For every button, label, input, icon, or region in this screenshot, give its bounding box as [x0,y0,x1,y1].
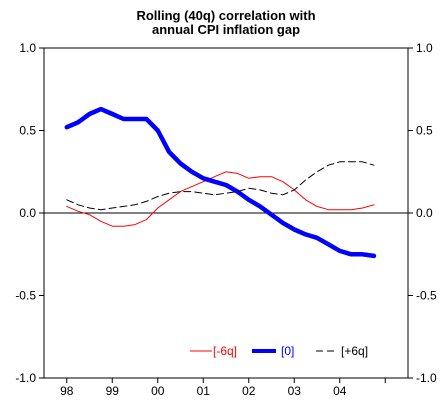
y-tick-label-left: -1.0 [15,371,36,385]
y-tick-label-right: -0.5 [416,289,437,303]
legend: [-6q] [0] [+6q] [190,344,368,358]
y-tick-label-left: 1.0 [19,41,36,55]
x-tick-label: 98 [60,384,74,398]
x-tick-label: 02 [242,384,256,398]
legend-label-0: [0] [281,344,294,358]
y-tick-label-left: 0.5 [19,124,36,138]
x-tick-label: 04 [333,384,347,398]
series-line-0 [66,171,375,227]
y-tick-label-right: 0.5 [416,124,433,138]
chart-title-line-2: annual CPI inflation gap [152,22,300,37]
y-tick-label-right: 0.0 [416,206,433,220]
x-tick-label: 99 [106,384,120,398]
legend-label-minus6q: [-6q] [213,344,237,358]
x-axis: 98 99 00 01 02 03 04 [60,378,386,398]
chart-title-line-1: Rolling (40q) correlation with [136,8,315,23]
y-axis-right: 1.0 0.5 0.0 -0.5 -1.0 [408,41,437,385]
x-tick-label: 00 [151,384,165,398]
y-tick-label-left: -0.5 [15,289,36,303]
series-layer [64,106,377,259]
series-line-2 [66,161,375,211]
x-tick-label: 01 [197,384,211,398]
series-line-1 [64,106,377,259]
y-tick-label-right: 1.0 [416,41,433,55]
legend-label-plus6q: [+6q] [341,344,368,358]
y-tick-label-right: -1.0 [416,371,437,385]
y-tick-label-left: 0.0 [19,206,36,220]
y-axis-left: 1.0 0.5 0.0 -0.5 -1.0 [15,41,44,385]
x-tick-label: 03 [288,384,302,398]
